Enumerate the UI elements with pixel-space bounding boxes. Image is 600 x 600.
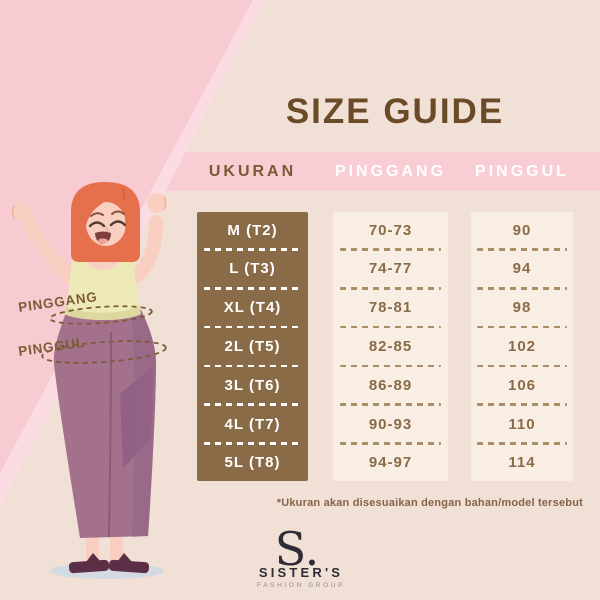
table-cell: 70-73 (368, 221, 413, 239)
table-cell: 90-93 (368, 415, 413, 433)
logo-name: SISTER'S (259, 565, 343, 580)
row-separator (477, 248, 567, 251)
row-separator (203, 403, 302, 406)
sandal (108, 559, 150, 574)
row-separator (477, 325, 567, 329)
table-cell: 102 (507, 337, 537, 355)
tank-top-hem (64, 306, 141, 320)
hip-measure-ellipse (41, 340, 167, 364)
table-cell: 114 (508, 454, 536, 472)
row-separator (203, 364, 302, 368)
nose (105, 226, 109, 233)
eyebrow (111, 210, 125, 215)
row-separator (477, 287, 567, 290)
table-cell: 94-97 (368, 454, 413, 472)
sandal-strap (117, 553, 132, 562)
row-separator (339, 248, 442, 251)
column-header-pinggul: PINGGUL (475, 163, 569, 180)
table-cell: L (T3) (229, 260, 276, 278)
woman-figure: PINGGANG PINGGUL (11, 182, 167, 579)
table-cell: 2L (T5) (224, 337, 281, 355)
row-separator (477, 364, 567, 368)
table-cell: 4L (T7) (224, 415, 281, 433)
waist-measure-ellipse (49, 305, 153, 325)
row-separator (477, 403, 567, 406)
table-cell: 5L (T8) (224, 454, 281, 472)
pants-shade (131, 310, 156, 537)
row-separator (203, 287, 302, 290)
arm (21, 215, 77, 285)
closed-eye (88, 221, 106, 228)
pants (53, 310, 156, 538)
fist (11, 202, 31, 222)
table-cell: 98 (512, 299, 532, 317)
row-separator (339, 364, 442, 368)
table-cell: 86-89 (368, 376, 413, 394)
table-cell: M (T2) (227, 221, 278, 239)
hair-bangs (73, 186, 127, 232)
tongue (98, 238, 108, 244)
row-separator (339, 287, 442, 290)
arm (128, 215, 163, 284)
finger-line (163, 196, 167, 210)
hip-column: 90 94 98 102 106 110 114 (471, 212, 573, 481)
logo-subtitle: FASHION GROUP (257, 582, 345, 589)
finger-line (11, 205, 15, 219)
page-title: SIZE GUIDE (285, 92, 505, 131)
column-header-pinggang: PINGGANG (334, 163, 447, 180)
closed-eye (109, 220, 127, 227)
row-separator (203, 248, 302, 251)
pants-crease (108, 331, 112, 538)
row-separator (203, 325, 302, 329)
row-separator (203, 442, 302, 445)
header-band (150, 152, 600, 191)
row-separator (477, 442, 567, 445)
table-cell: 78-81 (368, 299, 413, 317)
table-cell: 82-85 (368, 337, 413, 355)
table-cell: 3L (T6) (224, 376, 281, 394)
tank-top (64, 254, 141, 320)
waist-column: 70-73 74-77 78-81 82-85 86-89 90-93 94-97 (333, 212, 448, 481)
row-separator (339, 325, 442, 329)
sandal (68, 559, 110, 574)
column-header-ukuran: UKURAN (208, 163, 297, 180)
footnote: *Ukuran akan disesuaikan dengan bahan/mo… (276, 497, 583, 509)
row-separator (339, 403, 442, 406)
hair-lock (120, 193, 139, 259)
table-cell: XL (T4) (223, 299, 282, 317)
sandal-strap (86, 553, 101, 562)
table-cell: 106 (507, 376, 537, 394)
size-column: M (T2) L (T3) XL (T4) 2L (T5) 3L (T6) 4L (T7)… (197, 212, 308, 481)
table-cell: 74-77 (368, 260, 413, 278)
table-cell: 94 (512, 260, 532, 278)
fist (147, 193, 167, 213)
table-cell: 110 (508, 415, 536, 433)
hair-part-line (121, 187, 125, 201)
logo-monogram: S. (275, 522, 320, 576)
brand-logo: S. SISTER'S FASHION GROUP (257, 522, 345, 589)
table-cell: 90 (512, 221, 532, 239)
row-separator (339, 442, 442, 445)
eyebrow (90, 212, 104, 217)
